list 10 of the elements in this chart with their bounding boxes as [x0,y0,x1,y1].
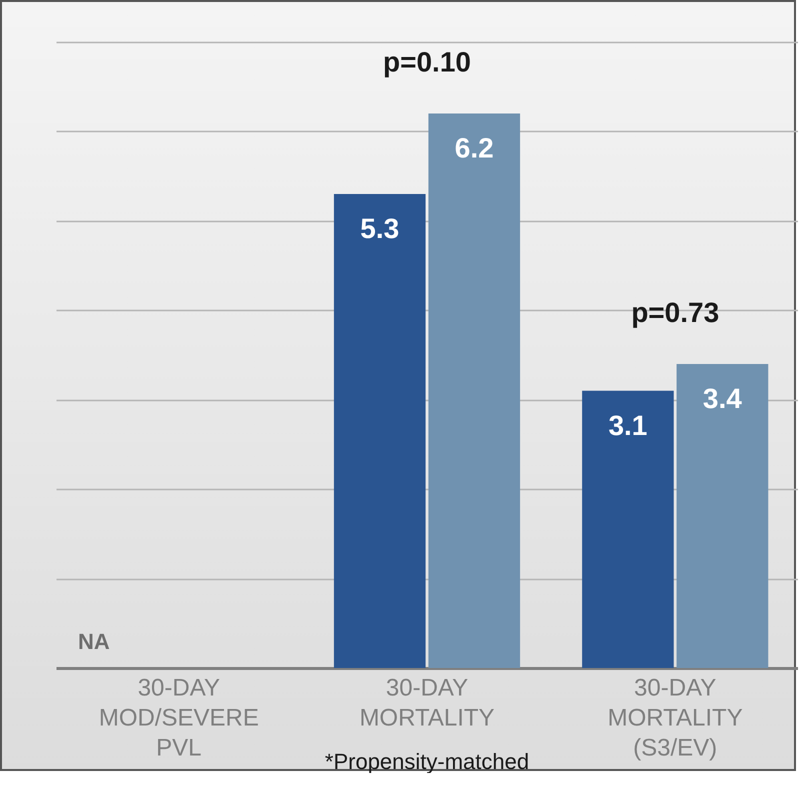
annotation: NA [78,629,110,654]
data-label: 3.4 [702,382,742,414]
data-label: 5.3 [360,213,400,244]
data-label: 3.1 [608,410,648,441]
x-tick-label: 30-DAY MORTALITY [359,674,495,732]
annotation: p=0.73 [631,296,720,328]
data-label: 6.2 [454,132,494,164]
annotation: p=0.10 [383,46,471,78]
x-tick-label: 30-DAY MORTALITY (S3/EV) [608,674,743,762]
x-tick-label: 30-DAY MOD/SEVERE PVL [98,674,259,762]
